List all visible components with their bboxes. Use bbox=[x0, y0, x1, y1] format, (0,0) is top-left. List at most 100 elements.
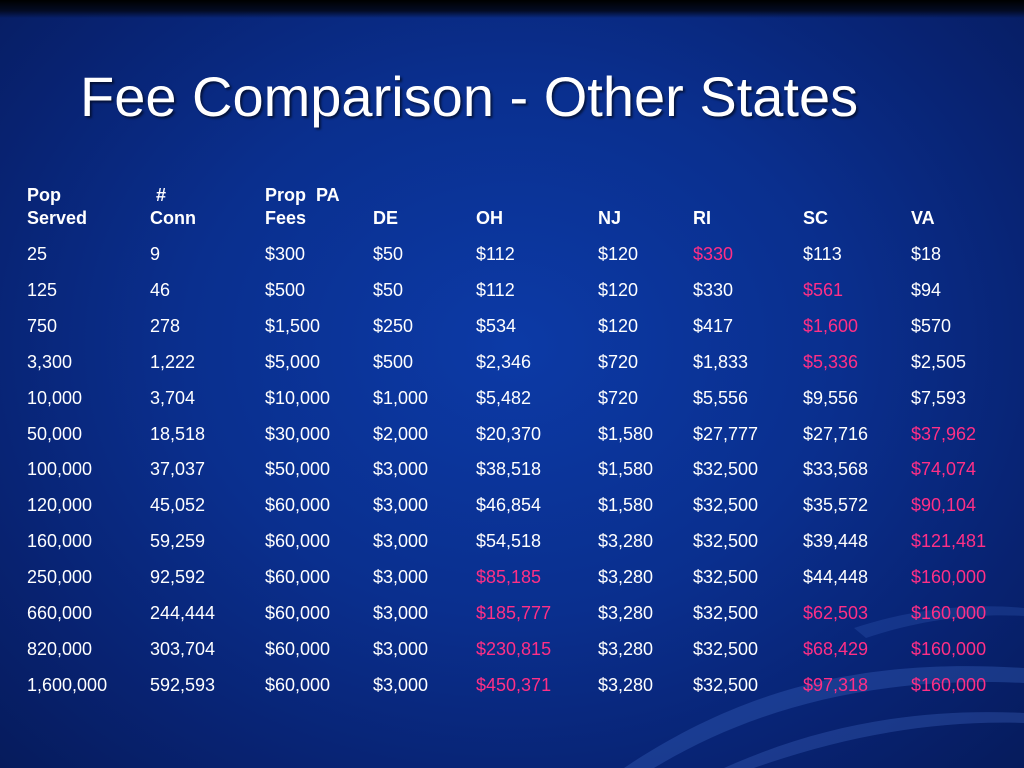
header-pop-served-line1: Pop bbox=[27, 185, 61, 205]
cell-oh: $230,815 bbox=[476, 639, 552, 659]
cell-nj: $1,580 bbox=[598, 459, 654, 479]
cell-pop-served: 120,000 bbox=[27, 495, 93, 515]
cell-pop-served: 50,000 bbox=[27, 424, 83, 444]
cell-conn: 1,222 bbox=[150, 352, 196, 372]
cell-de: $3,000 bbox=[373, 567, 429, 587]
cell-nj: $720 bbox=[598, 352, 639, 372]
cell-conn: 37,037 bbox=[150, 459, 206, 479]
cell-ri: $32,500 bbox=[693, 567, 759, 587]
cell-oh: $38,518 bbox=[476, 459, 542, 479]
cell-pop-served: 750 bbox=[27, 316, 58, 336]
cell-de: $3,000 bbox=[373, 603, 429, 623]
cell-conn: 18,518 bbox=[150, 424, 206, 444]
header-sc-line2: SC bbox=[803, 208, 829, 228]
cell-conn: 278 bbox=[150, 316, 181, 336]
header-prop-pa-fees-line2: Fees bbox=[265, 208, 307, 228]
cell-va: $570 bbox=[911, 316, 952, 336]
header-oh-line2: OH bbox=[476, 208, 503, 228]
cell-de: $1,000 bbox=[373, 388, 429, 408]
cell-oh: $112 bbox=[476, 280, 515, 300]
cell-prop-pa-fees: $10,000 bbox=[265, 388, 331, 408]
cell-ri: $32,500 bbox=[693, 603, 759, 623]
header-conn-line2: Conn bbox=[150, 208, 196, 228]
cell-nj: $120 bbox=[598, 316, 639, 336]
cell-pop-served: 10,000 bbox=[27, 388, 83, 408]
cell-nj: $720 bbox=[598, 388, 639, 408]
cell-sc: $27,716 bbox=[803, 424, 869, 444]
cell-prop-pa-fees: $5,000 bbox=[265, 352, 321, 372]
cell-sc: $39,448 bbox=[803, 531, 869, 551]
cell-oh: $85,185 bbox=[476, 567, 542, 587]
cell-conn: 244,444 bbox=[150, 603, 216, 623]
header-ri-line2: RI bbox=[693, 208, 711, 228]
slide-title: Fee Comparison - Other States bbox=[80, 65, 859, 128]
cell-pop-served: 160,000 bbox=[27, 531, 93, 551]
cell-va: $160,000 bbox=[911, 567, 987, 587]
cell-oh: $5,482 bbox=[476, 388, 532, 408]
cell-conn: 46 bbox=[150, 280, 171, 300]
header-pop-served-line2: Served bbox=[27, 208, 88, 228]
cell-ri: $32,500 bbox=[693, 495, 759, 515]
cell-ri: $27,777 bbox=[693, 424, 759, 444]
cell-conn: 3,704 bbox=[150, 388, 196, 408]
cell-va: $94 bbox=[911, 280, 942, 300]
cell-de: $3,000 bbox=[373, 639, 429, 659]
cell-pop-served: 125 bbox=[27, 280, 58, 300]
cell-prop-pa-fees: $30,000 bbox=[265, 424, 331, 444]
cell-ri: $417 bbox=[693, 316, 734, 336]
cell-prop-pa-fees: $50,000 bbox=[265, 459, 331, 479]
cell-sc: $62,503 bbox=[803, 603, 869, 623]
cell-pop-served: 250,000 bbox=[27, 567, 93, 587]
cell-pop-served: 1,600,000 bbox=[27, 675, 108, 695]
cell-va: $18 bbox=[911, 244, 942, 264]
cell-va: $160,000 bbox=[911, 675, 987, 695]
cell-ri: $330 bbox=[693, 280, 734, 300]
cell-prop-pa-fees: $300 bbox=[265, 244, 306, 264]
header-nj-line2: NJ bbox=[598, 208, 622, 228]
cell-oh: $534 bbox=[476, 316, 517, 336]
cell-oh: $2,346 bbox=[476, 352, 532, 372]
cell-nj: $1,580 bbox=[598, 495, 654, 515]
cell-prop-pa-fees: $60,000 bbox=[265, 603, 331, 623]
cell-sc: $44,448 bbox=[803, 567, 869, 587]
cell-conn: 59,259 bbox=[150, 531, 206, 551]
cell-pop-served: 3,300 bbox=[27, 352, 73, 372]
cell-sc: $5,336 bbox=[803, 352, 859, 372]
cell-prop-pa-fees: $500 bbox=[265, 280, 306, 300]
cell-sc: $33,568 bbox=[803, 459, 869, 479]
cell-nj: $3,280 bbox=[598, 531, 654, 551]
cell-ri: $32,500 bbox=[693, 675, 759, 695]
background-swoosh-decoration bbox=[624, 606, 1024, 768]
cell-oh: $46,854 bbox=[476, 495, 542, 515]
cell-oh: $185,777 bbox=[476, 603, 552, 623]
cell-va: $160,000 bbox=[911, 603, 987, 623]
cell-sc: $97,318 bbox=[803, 675, 869, 695]
header-va-line2: VA bbox=[911, 208, 935, 228]
cell-nj: $3,280 bbox=[598, 567, 654, 587]
cell-va: $74,074 bbox=[911, 459, 977, 479]
cell-pop-served: 100,000 bbox=[27, 459, 93, 479]
cell-pop-served: 25 bbox=[27, 244, 48, 264]
cell-oh: $20,370 bbox=[476, 424, 542, 444]
cell-ri: $5,556 bbox=[693, 388, 749, 408]
cell-nj: $1,580 bbox=[598, 424, 654, 444]
cell-conn: 45,052 bbox=[150, 495, 206, 515]
cell-nj: $120 bbox=[598, 280, 639, 300]
cell-ri: $32,500 bbox=[693, 639, 759, 659]
cell-prop-pa-fees: $1,500 bbox=[265, 316, 321, 336]
cell-ri: $1,833 bbox=[693, 352, 749, 372]
cell-oh: $54,518 bbox=[476, 531, 542, 551]
cell-ri: $330 bbox=[693, 244, 734, 264]
cell-nj: $3,280 bbox=[598, 603, 654, 623]
cell-prop-pa-fees: $60,000 bbox=[265, 531, 331, 551]
cell-de: $50 bbox=[373, 280, 404, 300]
cell-prop-pa-fees: $60,000 bbox=[265, 495, 331, 515]
cell-de: $2,000 bbox=[373, 424, 429, 444]
cell-oh: $450,371 bbox=[476, 675, 552, 695]
cell-de: $3,000 bbox=[373, 495, 429, 515]
cell-va: $2,505 bbox=[911, 352, 967, 372]
cell-conn: 592,593 bbox=[150, 675, 216, 695]
cell-conn: 9 bbox=[150, 244, 161, 264]
cell-sc: $68,429 bbox=[803, 639, 869, 659]
